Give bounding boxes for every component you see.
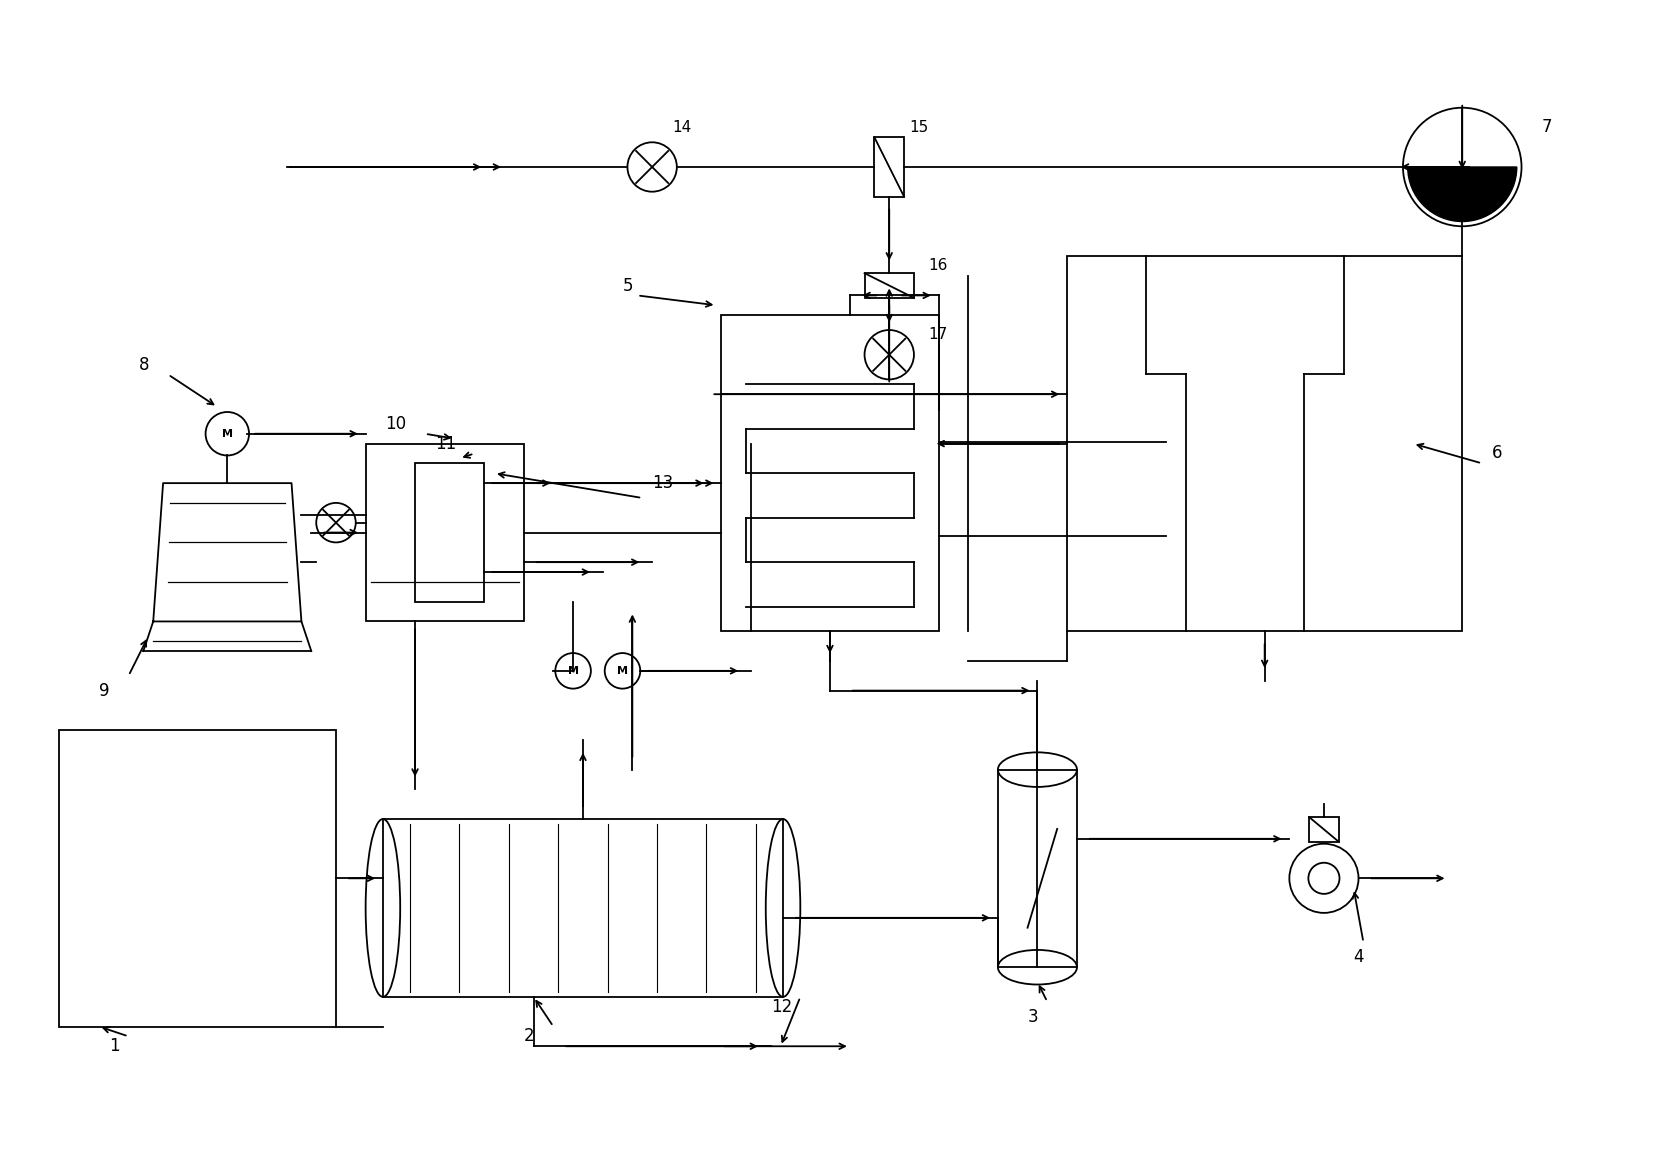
- Text: 11: 11: [435, 434, 457, 453]
- Bar: [997, 770, 1077, 968]
- Bar: [1308, 817, 1338, 842]
- Text: 17: 17: [930, 327, 948, 342]
- Text: 9: 9: [99, 682, 109, 699]
- Bar: [366, 444, 524, 621]
- Text: 7: 7: [1542, 119, 1551, 136]
- Wedge shape: [1408, 167, 1517, 221]
- Text: 2: 2: [524, 1028, 534, 1045]
- Bar: [865, 273, 915, 298]
- Text: 3: 3: [1027, 1008, 1039, 1025]
- Text: 6: 6: [1492, 445, 1502, 462]
- Bar: [875, 137, 905, 197]
- Text: 12: 12: [771, 998, 792, 1016]
- Text: M: M: [567, 666, 579, 676]
- Text: 13: 13: [652, 475, 673, 492]
- Text: 14: 14: [672, 120, 691, 135]
- Bar: [721, 316, 938, 631]
- Text: 5: 5: [622, 276, 633, 295]
- Text: 1: 1: [109, 1037, 119, 1055]
- Bar: [415, 463, 485, 601]
- Text: 8: 8: [139, 356, 149, 373]
- Text: M: M: [222, 429, 233, 439]
- Text: 4: 4: [1353, 948, 1365, 967]
- Text: 16: 16: [930, 258, 948, 273]
- Bar: [384, 819, 782, 996]
- Bar: [60, 730, 336, 1026]
- Text: 15: 15: [910, 120, 928, 135]
- Bar: [1067, 256, 1462, 631]
- Text: 10: 10: [385, 415, 407, 433]
- Text: M: M: [617, 666, 629, 676]
